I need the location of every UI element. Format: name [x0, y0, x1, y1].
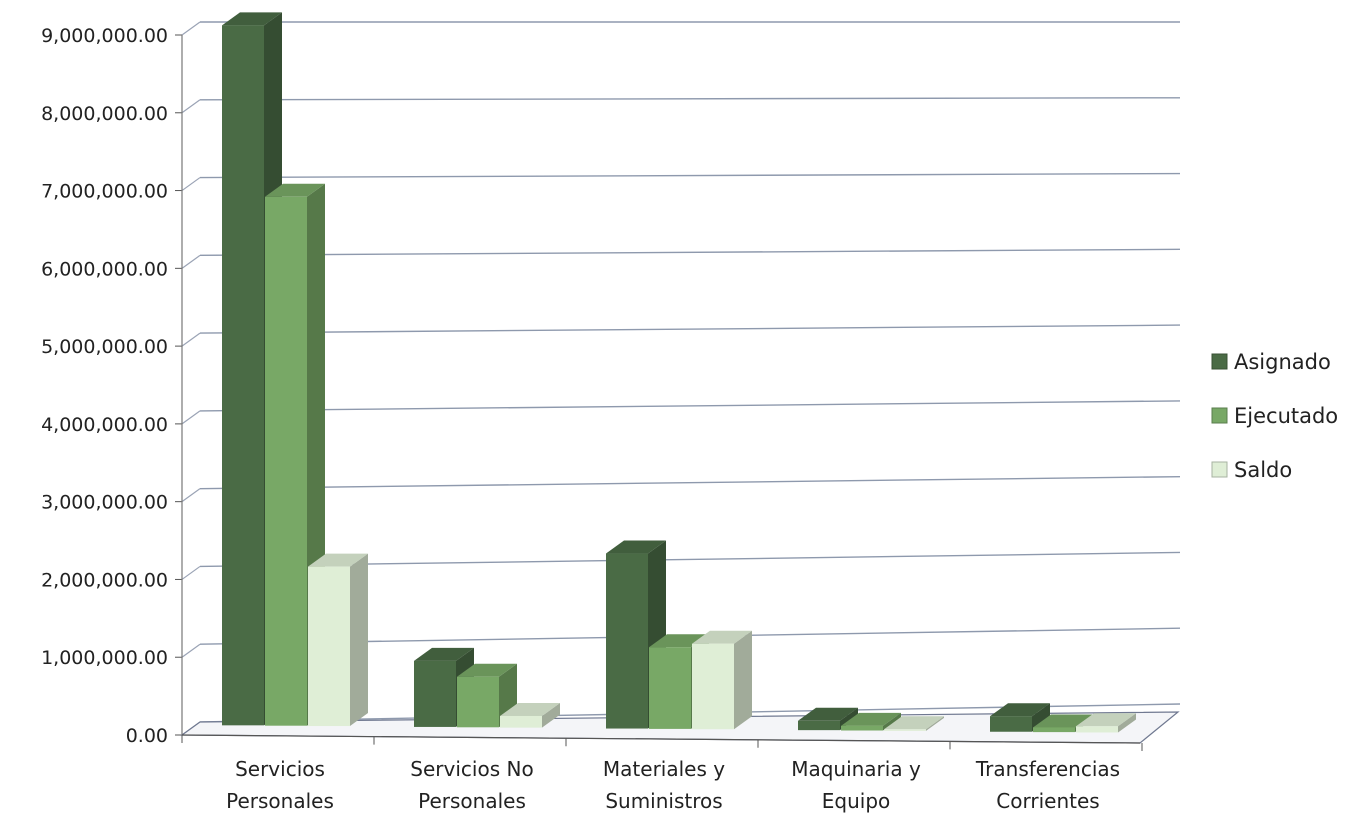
- bar-asignado: [222, 25, 264, 726]
- y-tick-label: 7,000,000.00: [41, 181, 168, 203]
- gridline: [199, 172, 1181, 179]
- bar-side: [542, 702, 560, 728]
- legend-swatch: [1211, 407, 1228, 424]
- bar-asignado: [606, 553, 648, 729]
- bar-ejecutado: [841, 725, 883, 731]
- bar-top: [692, 630, 752, 644]
- y-tick-label: 4,000,000.00: [41, 414, 168, 436]
- legend-label: Ejecutado: [1234, 404, 1338, 428]
- bar-saldo: [692, 643, 734, 730]
- bar-top: [1033, 714, 1093, 728]
- gridline-depth: [181, 643, 201, 658]
- bar-ejecutado: [649, 647, 691, 729]
- bar-ejecutado: [1033, 727, 1075, 733]
- gridline-depth: [181, 177, 201, 192]
- y-tick-label: 6,000,000.00: [41, 258, 168, 280]
- bar-ejecutado: [457, 676, 499, 728]
- bar-ejecutado: [265, 196, 307, 726]
- bar-top: [308, 553, 368, 567]
- gridline: [199, 475, 1181, 490]
- x-tick-label: Corrientes: [996, 789, 1099, 813]
- x-tick-label: Materiales y: [603, 757, 725, 781]
- x-tick-label: Servicios: [235, 757, 325, 781]
- bar-top: [1076, 713, 1136, 727]
- bar-asignado: [990, 716, 1032, 732]
- gridline-depth: [181, 332, 201, 347]
- bar-saldo: [308, 566, 350, 727]
- bar-top: [500, 702, 560, 716]
- bar-side: [1032, 703, 1050, 732]
- bar-top: [414, 647, 474, 661]
- legend-label: Asignado: [1234, 350, 1331, 374]
- gridline: [199, 324, 1181, 334]
- bar-top: [222, 12, 282, 26]
- bar-saldo: [500, 715, 542, 728]
- bar-top: [990, 703, 1050, 717]
- bar-side: [350, 553, 368, 727]
- y-tick-label: 5,000,000.00: [41, 336, 168, 358]
- y-tick-label: 0.00: [126, 725, 168, 747]
- x-tick-label: Personales: [226, 789, 334, 813]
- y-tick-label: 8,000,000.00: [41, 103, 168, 125]
- bar-top: [606, 540, 666, 554]
- x-tick-label: Equipo: [822, 789, 891, 813]
- y-tick-label: 9,000,000.00: [41, 25, 168, 47]
- bar-side: [1118, 713, 1136, 733]
- gridline: [199, 248, 1181, 257]
- x-tick-label: Maquinaria y: [791, 757, 921, 781]
- legend-label: Saldo: [1234, 458, 1292, 482]
- x-tick-label: Personales: [418, 789, 526, 813]
- x-axis: [181, 734, 1141, 744]
- bar-top: [798, 707, 858, 721]
- x-tick-label: Transferencias: [975, 757, 1120, 781]
- bar-asignado: [798, 720, 840, 731]
- y-tick-label: 1,000,000.00: [41, 647, 168, 669]
- bar-top: [457, 663, 517, 677]
- legend-swatch: [1211, 353, 1228, 370]
- x-tick-label: Suministros: [605, 789, 722, 813]
- bar-side: [734, 630, 752, 730]
- gridline-depth: [181, 565, 201, 580]
- bar-top: [841, 712, 901, 726]
- gridline-depth: [181, 254, 201, 269]
- gridline: [199, 400, 1181, 412]
- bar-side: [883, 712, 901, 731]
- bar-asignado: [414, 660, 456, 727]
- bar-side: [926, 716, 944, 731]
- gridline-depth: [181, 21, 201, 36]
- x-tick-label: Servicios No: [410, 757, 533, 781]
- bar-saldo: [884, 729, 926, 731]
- gridline-depth: [181, 488, 201, 503]
- bar-top: [884, 716, 944, 730]
- bar-saldo: [1076, 726, 1118, 733]
- y-tick-label: 3,000,000.00: [41, 492, 168, 514]
- y-tick-label: 2,000,000.00: [41, 569, 168, 591]
- gridline-depth: [181, 99, 201, 114]
- bar-top: [265, 183, 325, 197]
- gridline-depth: [181, 410, 201, 425]
- gridline: [199, 97, 1181, 101]
- legend-swatch: [1211, 461, 1228, 478]
